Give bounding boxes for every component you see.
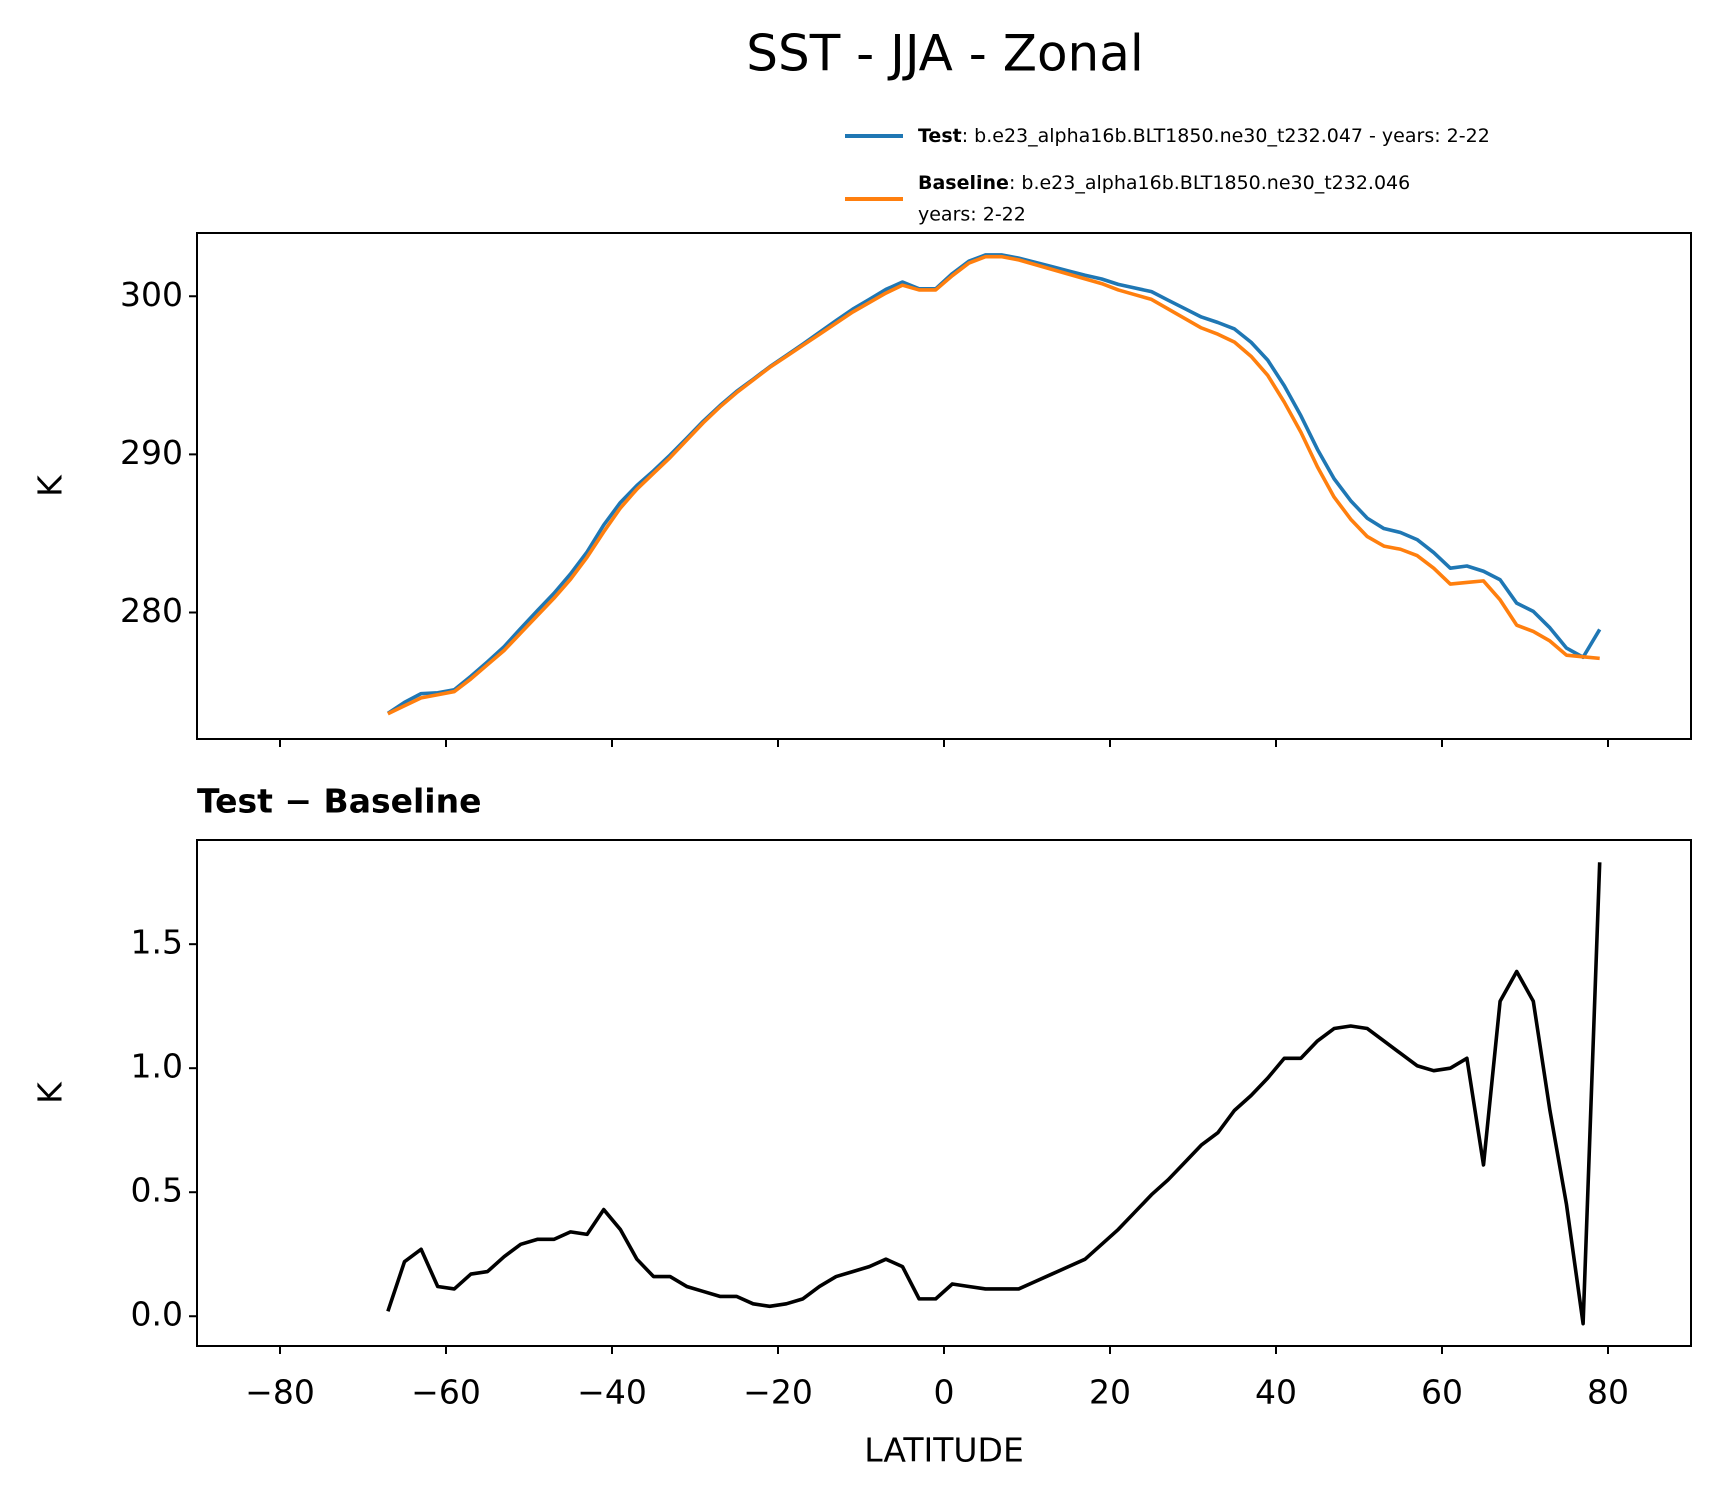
x-tick-label: 60 — [1421, 1373, 1463, 1412]
legend-name: Baseline — [918, 172, 1009, 194]
y-tick-label: 300 — [120, 275, 183, 314]
x-tick-label: −40 — [577, 1373, 647, 1412]
data-line — [387, 254, 1600, 716]
y-tick-label: 290 — [120, 433, 183, 472]
y-tick-label: 280 — [120, 591, 183, 630]
x-tick-label: −80 — [245, 1373, 315, 1412]
legend-label: Test: b.e23_alpha16b.BLT1850.ne30_t232.0… — [918, 125, 1490, 147]
x-tick-label: 80 — [1587, 1373, 1629, 1412]
y-axis-label: K — [31, 474, 70, 497]
y-tick-label: 0.5 — [131, 1171, 183, 1210]
subplot-title: Test − Baseline — [197, 782, 482, 821]
y-axis-label: K — [31, 1081, 70, 1104]
y-tick-label: 1.0 — [131, 1047, 183, 1086]
axes-frame — [196, 232, 1692, 740]
figure-title: SST - JJA - Zonal — [746, 25, 1144, 83]
y-tick-label: 1.5 — [131, 923, 183, 962]
y-tick-label: 0.0 — [131, 1295, 183, 1334]
legend-description: years: 2-22 — [918, 204, 1026, 226]
x-tick-label: −20 — [743, 1373, 813, 1412]
x-tick-label: −60 — [411, 1373, 481, 1412]
legend-description: : b.e23_alpha16b.BLT1850.ne30_t232.046 — [1009, 172, 1410, 194]
x-axis-label: LATITUDE — [864, 1431, 1024, 1470]
x-tick-label: 0 — [934, 1373, 955, 1412]
data-line — [386, 253, 1602, 715]
legend-label: Baseline: b.e23_alpha16b.BLT1850.ne30_t2… — [918, 172, 1410, 194]
data-line — [386, 862, 1602, 1326]
axes-frame — [196, 839, 1692, 1347]
x-tick-label: 20 — [1089, 1373, 1131, 1412]
legend-description: : b.e23_alpha16b.BLT1850.ne30_t232.047 -… — [962, 125, 1490, 147]
legend-name: Test — [918, 125, 962, 147]
x-tick-label: 40 — [1255, 1373, 1297, 1412]
